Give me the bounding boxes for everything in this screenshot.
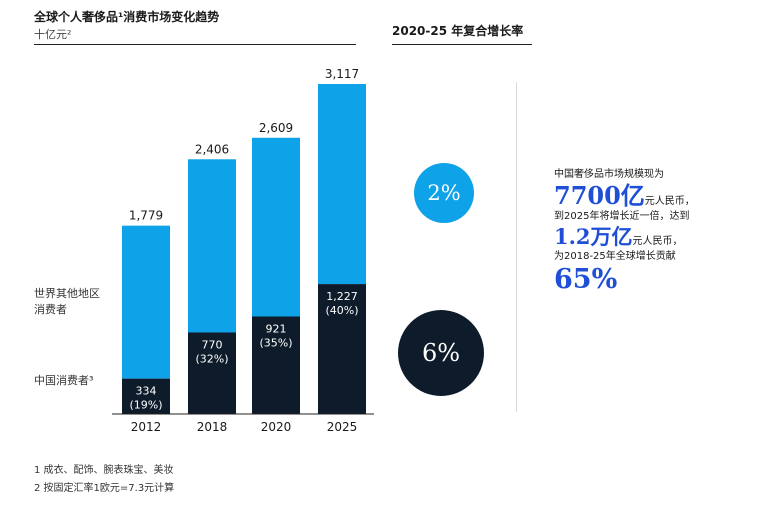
bar-china-2020 — [252, 316, 300, 414]
total-label-2012: 1,779 — [129, 209, 163, 223]
callout-unit1: 元人民币， — [644, 196, 695, 207]
bar-rest-2012 — [122, 225, 170, 379]
bar-china-2025 — [318, 284, 366, 414]
china-label-2025-0: 1,227 — [326, 290, 358, 303]
cagr-divider — [392, 44, 532, 45]
china-label-2018-1: (32%) — [195, 352, 228, 365]
china-label-2012-1: (19%) — [129, 399, 162, 412]
footnote-1: 1 成衣、配饰、腕表珠宝、美妆 — [34, 465, 174, 476]
bar-rest-2025 — [318, 84, 366, 285]
china-label-2020-1: (35%) — [259, 336, 292, 349]
title-divider — [34, 44, 356, 45]
x-tick-2025: 2025 — [327, 420, 358, 434]
callout-value3: 65% — [554, 264, 618, 295]
footnotes: 1 成衣、配饰、腕表珠宝、美妆 2 按固定汇率1欧元=7.3元计算 — [34, 462, 174, 498]
bar-china-2018 — [188, 332, 236, 414]
legend-rest-label: 世界其他地区消费者 — [34, 287, 100, 316]
chart-title: 全球个人奢侈品¹消费市场变化趋势 — [34, 10, 220, 24]
cagr-china-bubble: 6% — [398, 310, 484, 396]
cagr-rest-value: 2% — [427, 181, 461, 205]
cagr-title: 2020-25 年复合增长率 — [392, 24, 524, 38]
vertical-divider — [516, 82, 517, 412]
china-label-2025-1: (40%) — [325, 304, 358, 317]
china-market-callout: 中国奢侈品市场规模现为 7700亿元人民币， 到2025年将增长近一倍，达到 1… — [554, 168, 764, 296]
china-label-2020-0: 921 — [266, 322, 287, 335]
callout-value1: 7700亿 — [554, 181, 645, 210]
x-tick-2020: 2020 — [261, 420, 292, 434]
bar-china-2012 — [122, 378, 170, 414]
callout-row2: 1.2万亿元人民币， — [554, 224, 764, 250]
china-label-2012-0: 334 — [136, 385, 157, 398]
x-tick-2012: 2012 — [131, 420, 162, 434]
callout-unit2: 元人民币， — [632, 236, 683, 247]
cagr-china-value: 6% — [421, 339, 461, 367]
total-label-2025: 3,117 — [325, 67, 359, 81]
x-tick-2018: 2018 — [197, 420, 228, 434]
callout-value2: 1.2万亿 — [554, 224, 633, 249]
total-label-2020: 2,609 — [259, 121, 293, 135]
callout-line1: 中国奢侈品市场规模现为 — [554, 169, 664, 180]
legend-china: 中国消费者³ — [34, 374, 94, 387]
bar-rest-2020 — [252, 137, 300, 317]
cagr-rest-bubble: 2% — [414, 163, 474, 223]
total-label-2018: 2,406 — [195, 142, 229, 156]
footnote-2: 2 按固定汇率1欧元=7.3元计算 — [34, 483, 175, 494]
callout-row1: 7700亿元人民币， — [554, 182, 764, 210]
unit-label: 十亿元² — [34, 28, 72, 41]
callout-line3: 为2018-25年全球增长贡献 — [554, 251, 676, 262]
bar-rest-2018 — [188, 159, 236, 333]
callout-line2: 到2025年将增长近一倍，达到 — [554, 211, 690, 222]
china-label-2018-0: 770 — [202, 338, 223, 351]
legend-rest-of-world: 世界其他地区消费者 — [34, 286, 108, 318]
